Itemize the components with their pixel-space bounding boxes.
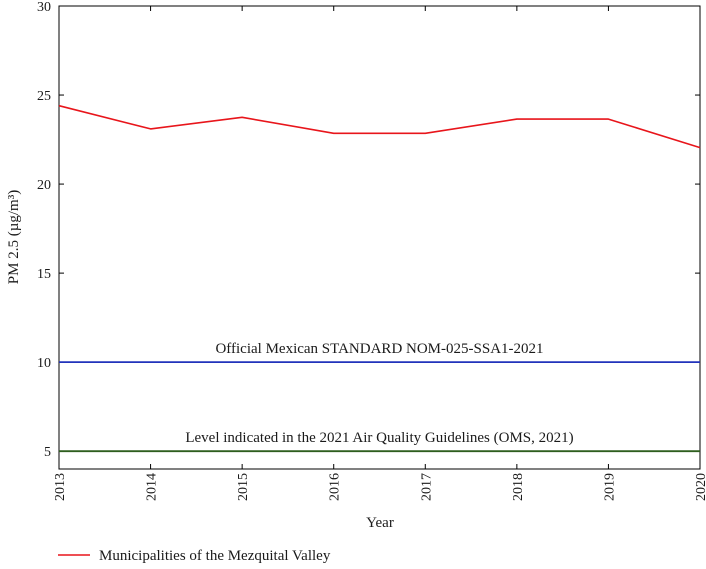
x-tick-label: 2020 xyxy=(694,473,706,501)
plot-frame xyxy=(58,5,701,470)
x-tick-label: 2016 xyxy=(328,473,343,501)
legend: Municipalities of the Mezquital Valley xyxy=(58,548,331,564)
y-tick-label: 30 xyxy=(37,0,51,15)
legend-label: Municipalities of the Mezquital Valley xyxy=(99,548,331,564)
y-tick-label: 20 xyxy=(37,178,51,193)
x-tick-label: 2018 xyxy=(511,473,526,501)
y-tick-label: 15 xyxy=(37,267,51,282)
y-tick-label: 5 xyxy=(44,445,51,460)
series-lines xyxy=(58,104,701,149)
x-tick-label: 2017 xyxy=(419,473,434,501)
x-tick-label: 2013 xyxy=(53,473,68,501)
x-tick-label: 2019 xyxy=(602,473,617,501)
y-tick-label: 25 xyxy=(37,89,51,104)
y-axis-ticks: 5 10 15 20 25 30 xyxy=(37,0,700,460)
reference-line-label: Official Mexican STANDARD NOM-025-SSA1-2… xyxy=(215,341,543,357)
reference-lines: Official Mexican STANDARD NOM-025-SSA1-2… xyxy=(59,341,700,453)
x-tick-label: 2015 xyxy=(236,473,251,501)
x-tick-label: 2014 xyxy=(145,473,160,501)
y-tick-label: 10 xyxy=(37,356,51,371)
x-axis-title: Year xyxy=(366,515,394,531)
series-line xyxy=(58,104,701,149)
x-axis-ticks: 2013 2014 2015 2016 2017 2018 2019 2020 xyxy=(53,6,706,501)
y-axis-title: PM 2.5 (µg/m³) xyxy=(6,190,22,284)
reference-line-label: Level indicated in the 2021 Air Quality … xyxy=(185,430,573,446)
